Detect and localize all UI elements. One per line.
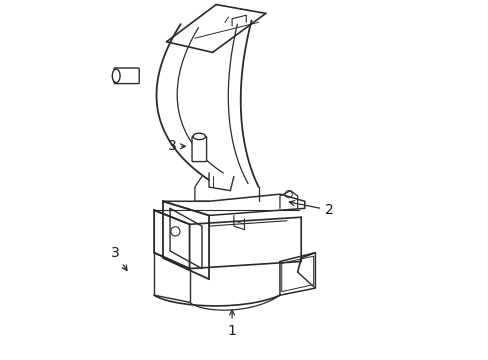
Text: 2: 2: [289, 201, 333, 217]
Text: 3: 3: [167, 139, 185, 153]
Ellipse shape: [112, 69, 120, 82]
FancyBboxPatch shape: [114, 68, 139, 84]
Text: 1: 1: [227, 310, 236, 338]
FancyBboxPatch shape: [192, 136, 206, 162]
Text: 3: 3: [110, 246, 127, 270]
Ellipse shape: [193, 133, 205, 140]
